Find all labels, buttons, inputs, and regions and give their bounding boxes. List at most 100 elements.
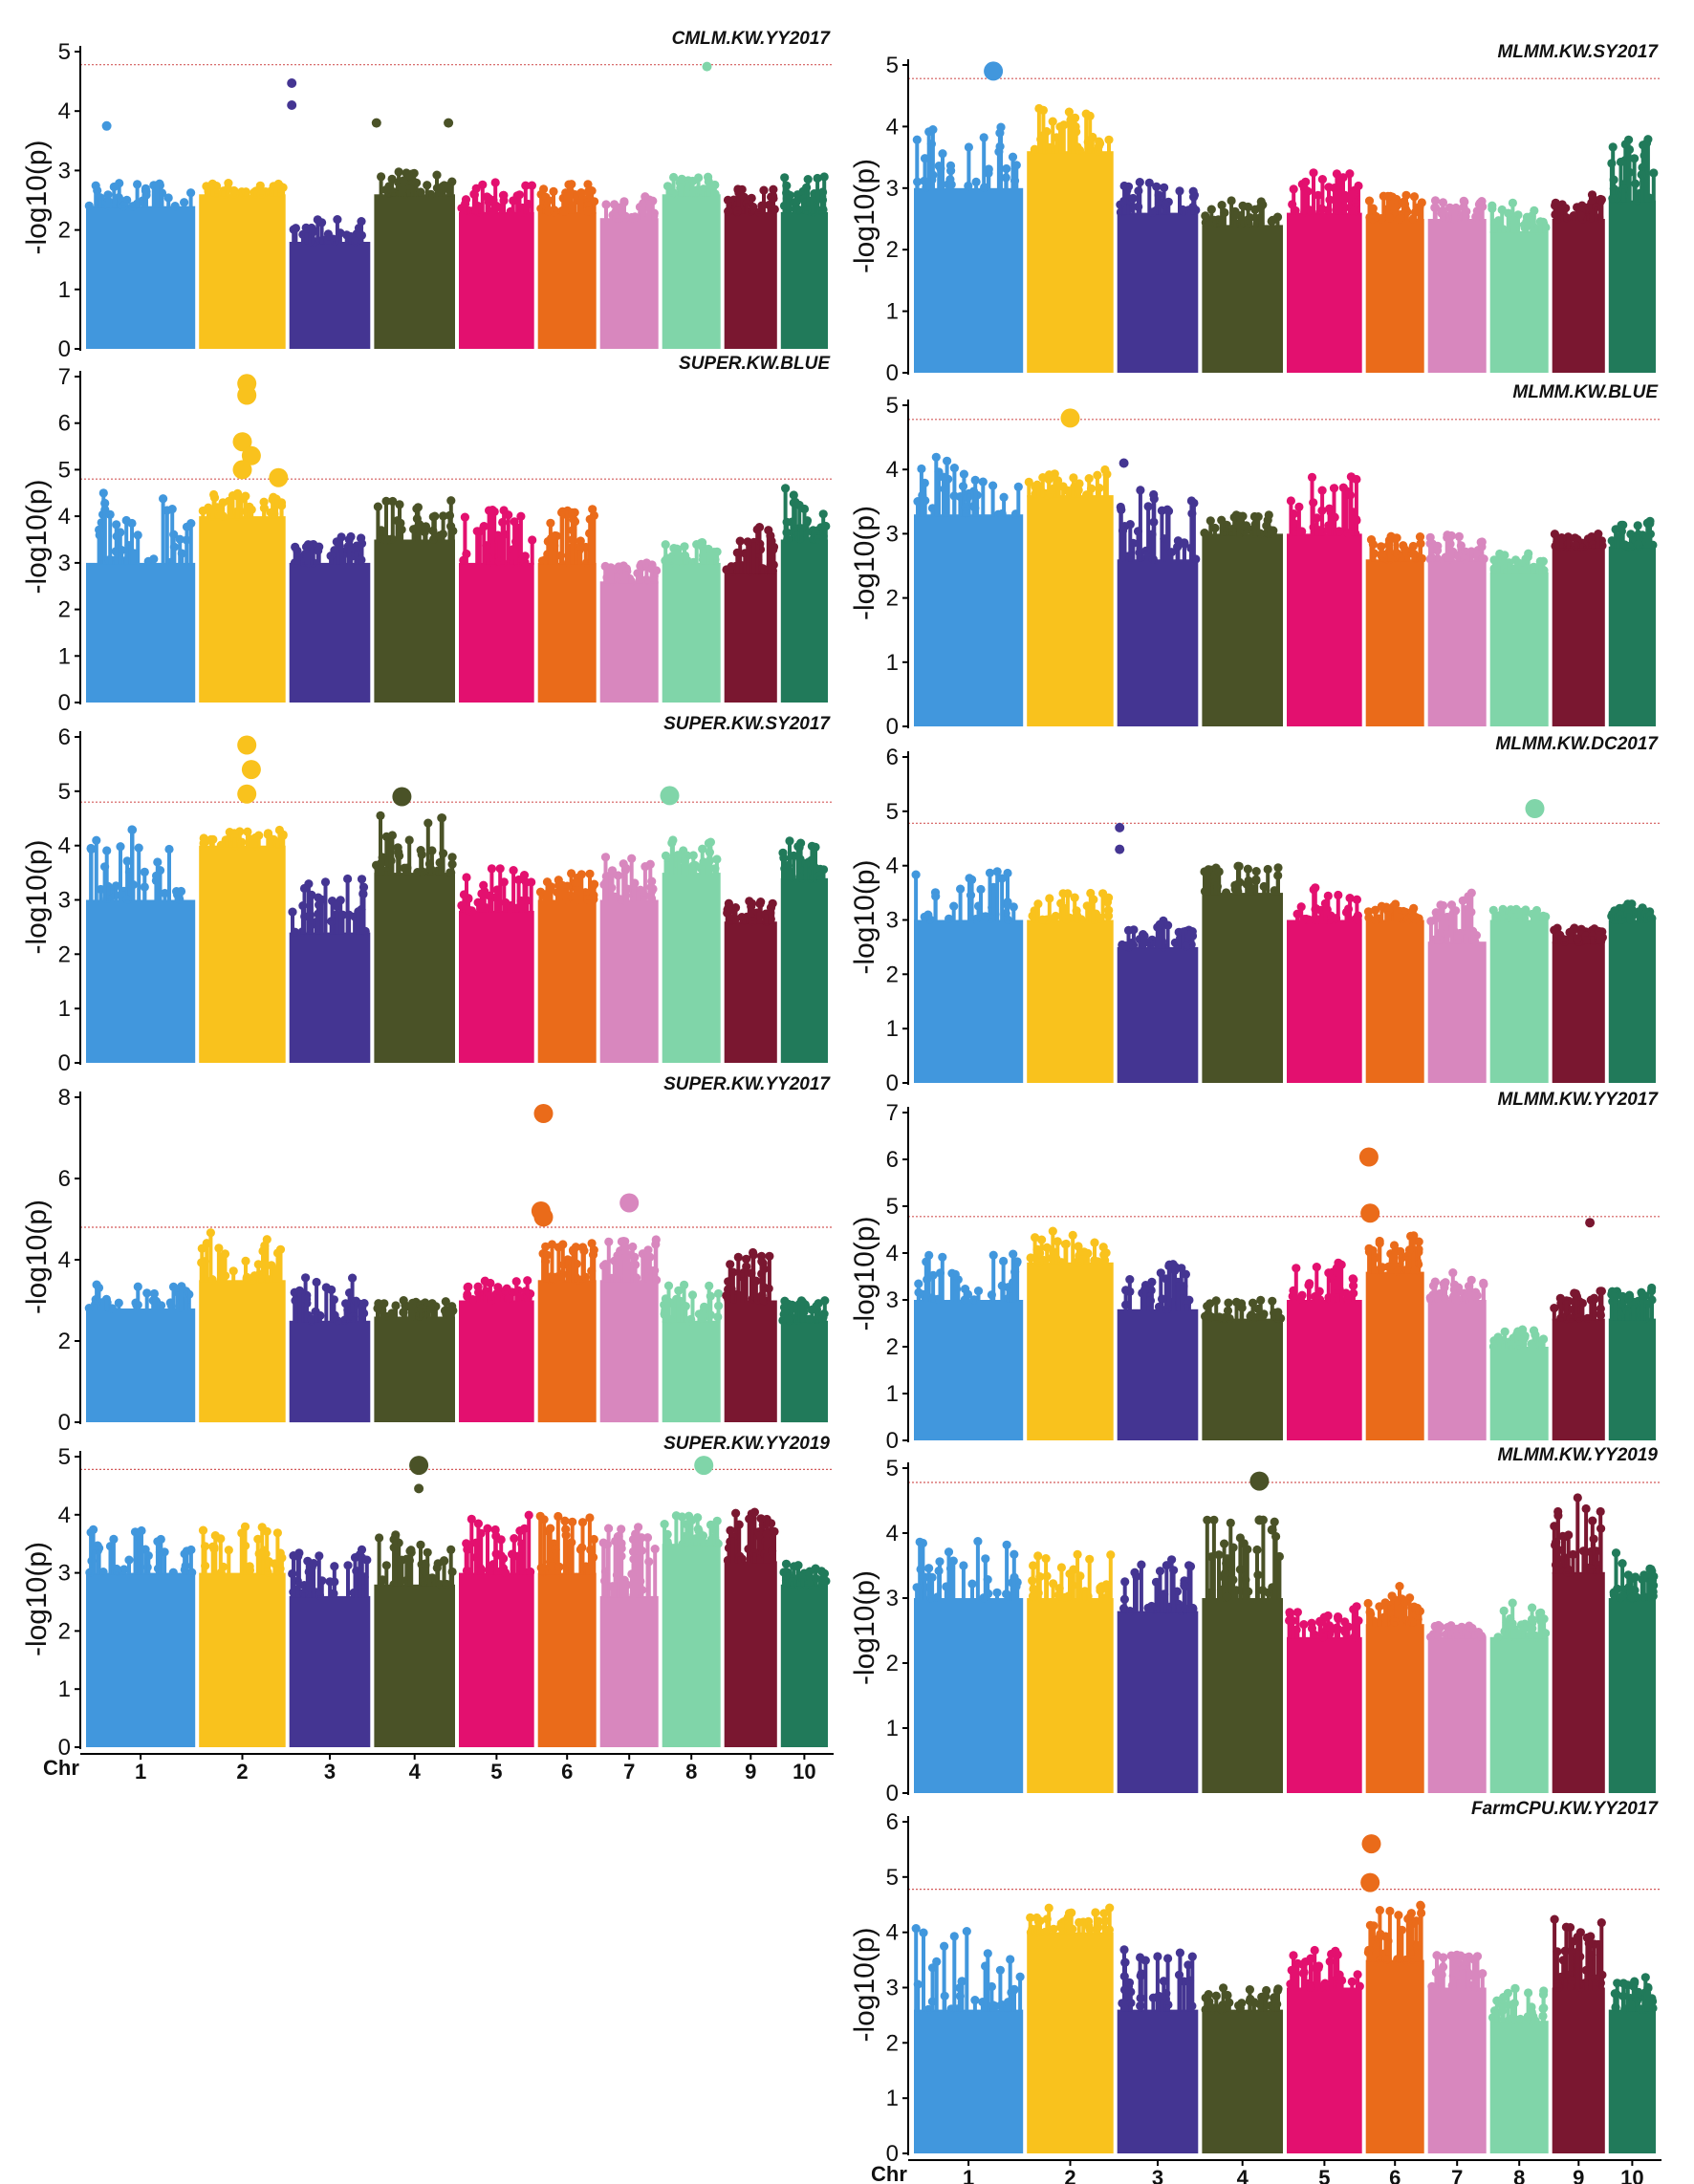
snp-stack <box>463 204 467 214</box>
snp-stack <box>466 897 470 913</box>
snp-stack <box>469 1519 474 1575</box>
snp-stack <box>158 1551 163 1575</box>
chromosome-cluster <box>724 921 777 1063</box>
snp-stack <box>990 486 995 517</box>
snp-stack <box>487 510 491 565</box>
peak-snp <box>232 460 252 480</box>
snp-stack <box>733 907 738 924</box>
snp-stack <box>359 221 363 245</box>
snp-stack <box>738 541 743 574</box>
snp-stack <box>1371 544 1376 562</box>
snp-stack <box>418 192 423 197</box>
snp-stack <box>119 846 122 902</box>
snp-stack <box>1104 474 1109 497</box>
snp-stack <box>1640 174 1644 203</box>
snp-stack <box>158 870 163 902</box>
snp-stack <box>758 549 763 574</box>
snp-stack <box>323 881 328 935</box>
snp-stack <box>713 193 718 197</box>
snp-stack <box>232 194 237 197</box>
snp-point <box>612 213 621 223</box>
snp-stack <box>732 201 737 214</box>
y-tick-label: 2 <box>886 237 899 263</box>
snp-stack <box>604 876 609 902</box>
snp-stack <box>674 861 679 876</box>
snp-stack <box>1236 525 1241 536</box>
snp-stack <box>640 1537 644 1598</box>
snp-stack <box>768 535 772 574</box>
snp-stack <box>1444 537 1449 562</box>
snp-stack <box>226 188 230 197</box>
snp-stack <box>206 191 210 197</box>
snp-stack <box>498 207 503 214</box>
snp-stack <box>425 823 430 875</box>
snp-stack <box>814 1319 819 1323</box>
snp-stack <box>406 189 411 197</box>
snp-stack <box>1150 212 1155 215</box>
snp-stack <box>793 502 797 542</box>
snp-stack <box>613 897 618 902</box>
chromosome-cluster <box>780 1584 828 1747</box>
snp-stack <box>558 555 563 565</box>
snp-stack <box>477 530 482 565</box>
snp-stack <box>151 184 156 208</box>
snp-stack <box>1420 203 1424 221</box>
snp-stack <box>185 527 189 565</box>
snp-stack <box>314 1311 318 1323</box>
chromosome-cluster <box>1365 219 1424 373</box>
snp-stack <box>380 857 385 875</box>
snp-stack <box>510 1554 514 1575</box>
snp-stack <box>652 213 657 221</box>
snp-stack <box>1002 497 1007 517</box>
snp-stack <box>115 1571 119 1575</box>
snp-stack <box>654 1240 659 1283</box>
snp-stack <box>443 1310 447 1319</box>
snp-point <box>96 193 105 203</box>
snp-stack <box>216 1247 221 1283</box>
snp-stack <box>1343 199 1348 215</box>
snp-stack <box>208 839 213 848</box>
snp-stack <box>740 565 745 574</box>
snp-stack <box>565 510 570 565</box>
snp-stack <box>143 1549 148 1575</box>
x-tick-label: 9 <box>745 1760 756 1784</box>
snp-stack <box>1626 140 1631 203</box>
snp-stack <box>621 863 626 902</box>
snp-stack <box>804 210 809 214</box>
snp-stack <box>1379 553 1384 562</box>
peak-snp <box>694 1456 714 1476</box>
snp-stack <box>227 1549 231 1575</box>
snp-point <box>780 173 790 183</box>
snp-point <box>567 180 576 189</box>
snp-stack <box>415 872 420 875</box>
snp-stack <box>1125 205 1130 215</box>
snp-stack <box>1047 147 1052 154</box>
snp-point <box>732 206 743 216</box>
snp-stack <box>579 192 583 214</box>
snp-stack <box>438 189 443 197</box>
snp-stack <box>398 504 402 542</box>
y-tick-label: 6 <box>58 1166 71 1192</box>
snp-stack <box>1032 149 1037 154</box>
snp-stack <box>767 205 771 214</box>
snp-stack <box>163 1551 167 1575</box>
peak-snp <box>101 120 112 131</box>
snp-stack <box>811 531 815 542</box>
snp-stack <box>513 541 518 565</box>
snp-stack <box>432 1579 437 1587</box>
snp-stack <box>151 558 156 565</box>
snp-stack <box>1385 196 1390 221</box>
snp-stack <box>699 194 704 197</box>
snp-stack <box>1240 220 1245 227</box>
snp-stack <box>1158 205 1162 215</box>
snp-stack <box>682 1543 686 1546</box>
snp-stack <box>218 1538 223 1575</box>
peak-snp <box>444 118 454 128</box>
y-tick-label: 4 <box>58 1503 71 1528</box>
snp-stack <box>435 1568 440 1587</box>
peak-snp <box>241 760 261 780</box>
snp-stack <box>1302 188 1307 215</box>
panel-title: SUPER.KW.SY2017 <box>663 714 831 734</box>
snp-stack <box>329 555 334 565</box>
